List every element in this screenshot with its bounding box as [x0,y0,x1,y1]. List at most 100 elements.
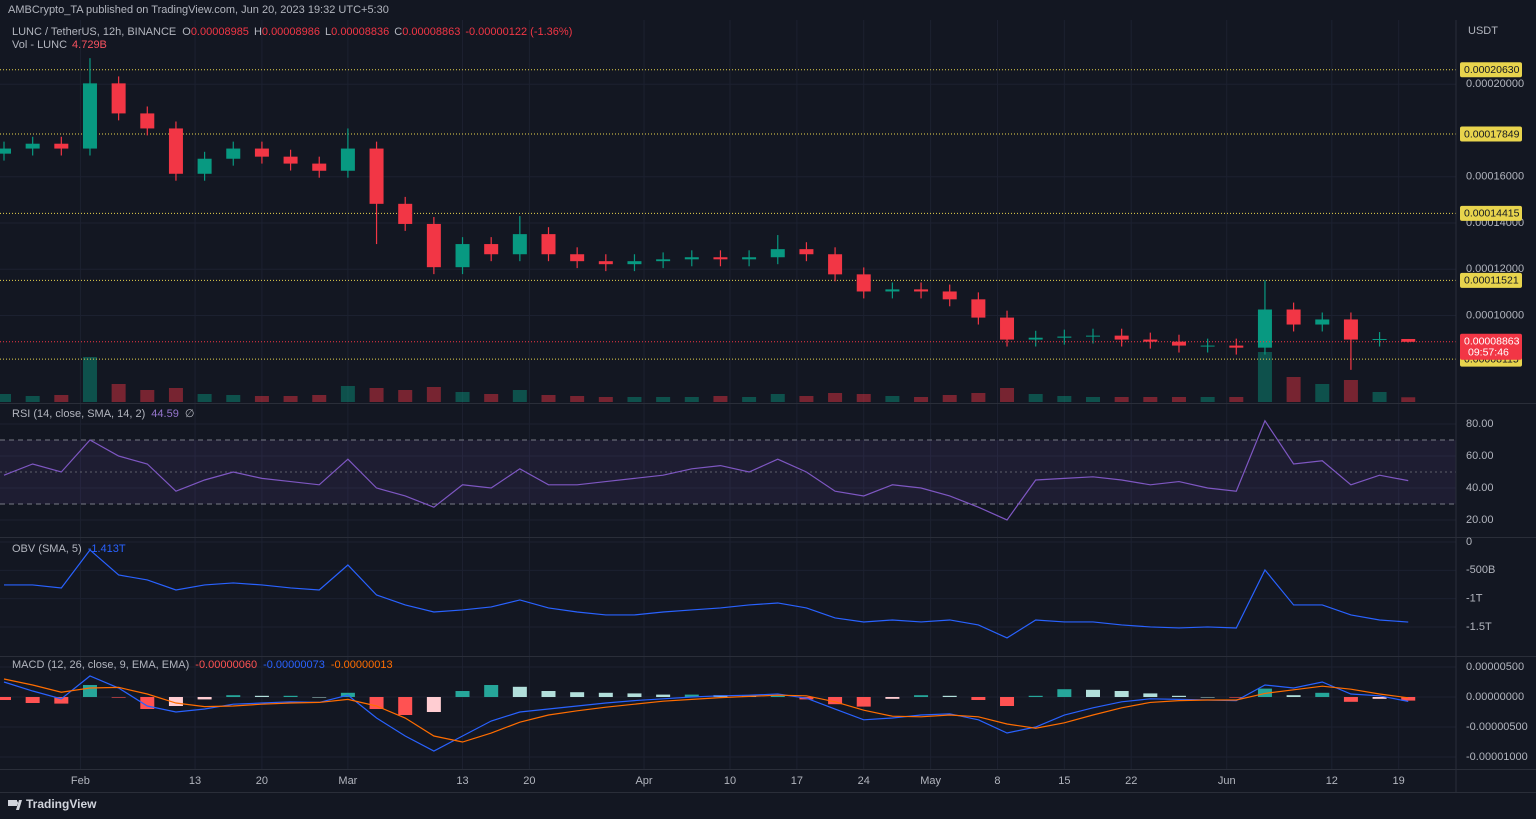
volume-bar [1286,377,1301,402]
candle-body [484,244,499,255]
x-tick-label: 17 [791,775,803,787]
y-tick-label: 0.00000500 [1466,661,1524,673]
volume-bar [168,388,183,402]
volume-bar [197,394,212,402]
volume-bar [1200,397,1215,402]
ohlc-letter: C [394,26,402,38]
macd-histogram-bar [283,695,298,698]
candle-body [1057,336,1072,338]
level-label: 0.00011521 [1464,275,1519,287]
obv-value: -1.413T [88,543,126,555]
macd-value: -0.00000073 [263,659,325,671]
candle-body [713,257,728,260]
x-tick-label: 10 [724,775,736,787]
candle-body [254,148,269,157]
obv-legend: OBV (SMA, 5) -1.413T [12,543,126,555]
candle-body [828,254,843,275]
y-tick-label: 0.00020000 [1466,78,1524,90]
candle-body [684,257,699,260]
volume-bar [799,396,814,402]
macd-histogram-bar [1343,697,1358,702]
candle-body [140,113,155,129]
y-tick-label: 0 [1466,536,1472,548]
logo-shape [16,800,22,810]
candle-body [226,148,241,159]
publisher: AMBCrypto_TA published on TradingView.co… [8,4,389,16]
x-tick-label: Mar [338,775,357,787]
volume-bar [856,394,871,402]
macd-histogram-bar [484,685,499,698]
volume-bar [283,396,298,402]
macd-histogram-bar [455,691,470,698]
macd-histogram-bar [1086,689,1100,698]
macd-histogram-bar [1171,695,1186,698]
volume-bar [684,397,699,402]
volume-bar [1028,394,1043,402]
x-tick-label: Jun [1218,775,1236,787]
logo-shape [14,801,18,805]
volume-bar [54,395,69,402]
candle-body [1315,319,1330,325]
candle-body [0,148,11,154]
volume-bar [971,393,986,402]
high-value: 0.00008986 [262,26,320,38]
close-value: 0.00008863 [402,26,460,38]
macd-histogram-bar [312,697,327,698]
countdown-label: 09:57:46 [1468,347,1509,359]
candle-body [369,148,384,204]
macd-histogram-bar [54,697,69,704]
volume-bar [226,395,241,402]
candle-body [570,254,585,262]
macd-histogram-bar [1401,697,1416,701]
y-tick-label: -0.00001000 [1466,751,1528,763]
macd-histogram-bar [25,697,40,704]
macd-histogram-bar [598,692,613,698]
volume-bar [541,395,556,402]
volume-bar [742,397,757,402]
macd-histogram-bar [971,697,986,701]
obv-title: OBV (SMA, 5) [12,543,82,555]
macd-histogram-bar [885,697,900,699]
macd-histogram-bar [1229,697,1244,698]
y-tick-label: 20.00 [1466,514,1494,526]
volume-bar [1343,380,1358,402]
volume-bar [1372,392,1387,402]
candle-body [942,291,957,300]
macd-title: MACD (12, 26, close, 9, EMA, EMA) [12,659,189,671]
x-tick-label: 13 [456,775,468,787]
y-tick-label: 60.00 [1466,450,1494,462]
x-tick-label: 15 [1058,775,1070,787]
ohlc-letter: O [182,26,191,38]
macd-histogram-bar [627,693,642,698]
symbol-title: LUNC / TetherUS, 12h, BINANCE [12,26,176,38]
candle-body [1171,341,1186,346]
currency: USDT [1468,25,1498,37]
candle-body [455,244,470,268]
current-price-box [1460,333,1522,360]
candle-body [82,83,97,149]
level-label-box [1460,205,1522,221]
y-tick-label: -1T [1466,593,1483,605]
level-label-box [1460,62,1522,78]
volume-bar [140,390,155,402]
macd-histogram-bar [541,691,556,698]
volume-title: Vol - LUNC [12,39,67,51]
x-tick-label: May [920,775,941,787]
candle-body [25,143,40,149]
macd-histogram-bar [0,697,11,701]
indicator-line [3,419,1409,521]
volume-bar [0,394,11,402]
candle-body [1114,335,1129,340]
candle-body [1143,339,1158,342]
current-price-label: 0.00008863 [1464,336,1520,348]
candle-body [1286,309,1301,325]
macd-histogram-bar [254,695,269,698]
volume-bar [254,396,269,402]
candle-body [627,261,642,265]
change-value: -0.00000122 (-1.36%) [465,26,572,38]
candle-body [340,148,355,171]
candle-body [1028,337,1043,340]
volume-bar [455,392,470,402]
signal-value: -0.00000013 [331,659,393,671]
